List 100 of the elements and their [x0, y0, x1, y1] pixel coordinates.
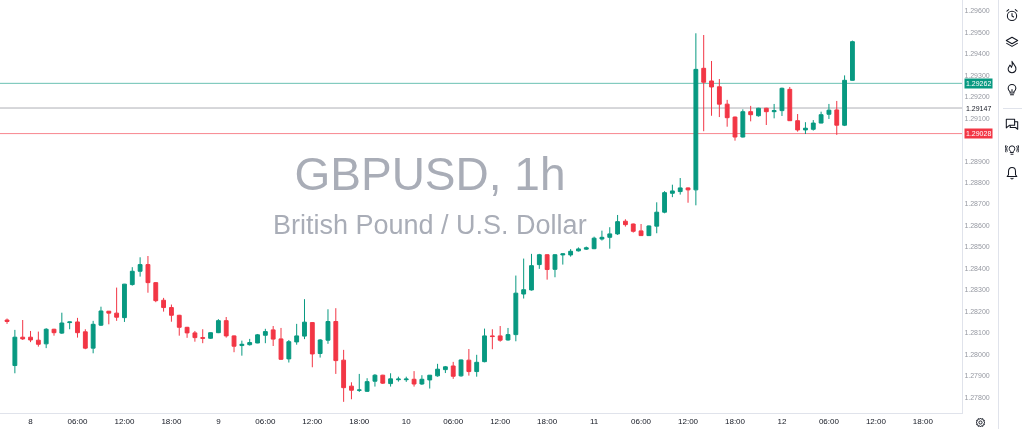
candlestick [803, 121, 808, 135]
candlestick [278, 327, 284, 361]
candlestick [43, 327, 49, 349]
candlestick [677, 177, 683, 196]
candlestick [685, 186, 691, 204]
candlestick [184, 326, 190, 339]
candlestick [294, 323, 300, 346]
candlestick [763, 107, 769, 126]
candlestick [364, 377, 370, 393]
candlestick [137, 256, 143, 278]
candlestick [396, 376, 401, 383]
x-tick-label: 06:00 [443, 416, 464, 426]
x-tick-label: 18:00 [912, 416, 934, 426]
x-tick-label: 18:00 [537, 416, 558, 426]
x-tick-label: 12:00 [114, 416, 136, 426]
candlestick [200, 328, 206, 344]
candlestick [255, 333, 260, 344]
candlestick [795, 113, 801, 133]
x-tick-label: 10 [401, 416, 412, 426]
x-tick-label: 06:00 [631, 416, 652, 426]
candlestick [724, 99, 730, 128]
candlestick [388, 372, 394, 388]
x-tick-label: 9 [216, 416, 222, 426]
candlestick [208, 331, 213, 340]
candlestick [75, 317, 80, 339]
text: GBPUSD, 1h [294, 147, 566, 200]
x-tick-label: 8 [28, 416, 34, 426]
candlestick [435, 363, 440, 378]
candlestick [372, 373, 378, 388]
candlestick [818, 111, 824, 124]
candlestick [826, 103, 832, 120]
x-tick-label: 12:00 [865, 416, 887, 426]
candlestick [427, 374, 433, 390]
x-tick-label: 06:00 [67, 416, 89, 426]
candlestick [709, 60, 714, 117]
candlestick [419, 374, 425, 386]
candlestick [638, 223, 644, 237]
candlestick [732, 116, 738, 142]
x-tick-label: 06:00 [255, 416, 276, 426]
candlestick [850, 40, 855, 82]
candlestick [176, 314, 182, 337]
candlestick [82, 328, 88, 350]
candlestick [497, 325, 503, 343]
candlestick [693, 32, 699, 206]
candlestick [247, 338, 253, 346]
candlestick [458, 359, 464, 378]
candlestick [20, 319, 26, 341]
candlestick [505, 327, 511, 342]
candlestick [482, 328, 487, 363]
candlestick [349, 381, 354, 400]
candlestick [583, 246, 589, 251]
candlestick [552, 253, 558, 278]
candlestick [599, 230, 605, 242]
candlestick [309, 321, 315, 368]
candlestick [607, 226, 613, 250]
candlestick [662, 190, 667, 214]
candlestick [842, 74, 848, 127]
candlestick [239, 340, 245, 357]
candlestick [568, 248, 574, 258]
x-tick-label: 18:00 [724, 416, 746, 426]
candlestick [623, 218, 628, 228]
x-tick-label: 18:00 [161, 416, 182, 426]
candlestick [560, 253, 566, 266]
candlestick [716, 78, 722, 118]
candlestick [28, 330, 33, 343]
candlestick [270, 325, 276, 347]
candlestick [317, 338, 323, 359]
candlestick [341, 349, 347, 403]
x-tick-label: 12:00 [678, 416, 699, 426]
candlestick [740, 108, 746, 138]
candlestick [701, 34, 707, 132]
candlestick [576, 246, 581, 252]
candlestick [262, 328, 268, 344]
candlestick [834, 100, 840, 136]
candlestick [466, 348, 472, 377]
candlestick [489, 328, 495, 350]
candlestick [215, 318, 221, 334]
candlestick [513, 275, 519, 342]
candlestick [192, 330, 198, 343]
candlestick [536, 253, 542, 270]
candlestick [90, 320, 96, 354]
candlestick [161, 297, 167, 313]
candlestick [145, 255, 151, 294]
candlestick [286, 339, 292, 364]
candlestick [748, 105, 754, 122]
candlestick [403, 376, 409, 383]
candlestick [59, 312, 65, 335]
candlestick [4, 318, 10, 325]
candlestick [114, 287, 120, 322]
candlestick [153, 281, 159, 303]
candlestick [223, 316, 229, 339]
candlestick [810, 119, 816, 132]
candlestick [756, 107, 761, 118]
candlestick [98, 306, 104, 327]
candlestick [325, 308, 331, 345]
candlestick [779, 87, 785, 117]
candlestick [544, 253, 550, 281]
candlestick [630, 223, 636, 234]
candlestick [106, 310, 112, 325]
text: British Pound / U.S. Dollar [273, 210, 587, 240]
